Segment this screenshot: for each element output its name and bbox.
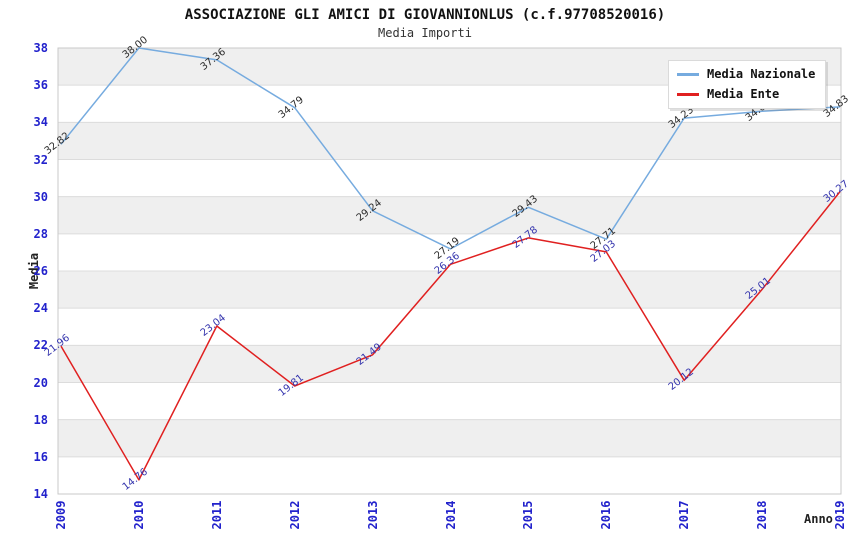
grid-band [58,271,841,309]
x-tick-label: 2010 [131,500,146,530]
grid-band [58,122,841,160]
grid-band [58,159,841,197]
y-tick-label: 26 [33,264,48,278]
grid-band [58,196,841,234]
y-tick-label: 32 [33,152,48,167]
y-tick-label: 18 [33,412,48,427]
legend-box: Media Nazionale Media Ente [668,60,827,109]
y-tick-label: 16 [33,449,48,464]
x-tick-label: 2017 [677,500,692,530]
x-tick-label: 2018 [755,500,770,530]
grid-band [58,382,841,420]
y-tick-label: 38 [33,41,48,55]
legend-line-icon [677,72,699,76]
legend-label: Media Nazionale [707,67,816,81]
chart-subtitle: Media Importi [378,26,472,40]
grid-band [58,419,841,457]
x-tick-label: 2011 [209,500,224,530]
x-tick-label: 2015 [521,500,536,530]
x-axis-title: Anno [804,512,833,526]
legend-label: Media Ente [707,87,780,101]
x-tick-label: 2009 [54,500,68,530]
x-tick-label: 2014 [443,500,458,530]
x-tick-label: 2016 [599,500,614,530]
legend-line-icon [677,92,699,96]
y-tick-label: 24 [33,301,48,316]
y-tick-label: 22 [33,338,48,353]
x-tick-label: 2013 [365,500,380,530]
x-tick-label: 2012 [287,500,302,530]
plot-border [57,47,842,495]
y-tick-label: 34 [33,115,48,130]
chart-title: ASSOCIAZIONE GLI AMICI DI GIOVANNIONLUS … [184,7,666,23]
legend-item: Media Nazionale [677,66,815,82]
y-tick-label: 28 [33,226,48,241]
grid-band [58,345,841,383]
legend-item: Media Ente [677,86,815,102]
series-line-media-ente [60,191,841,481]
grid-band [58,456,841,494]
y-tick-label: 20 [33,375,48,390]
series-line-media-nazionale [60,47,841,250]
y-tick-label: 36 [33,78,48,93]
y-tick-label: 30 [33,189,48,204]
grid-band [58,308,841,346]
y-tick-label: 14 [33,487,48,501]
x-tick-label: 2019 [833,500,847,530]
